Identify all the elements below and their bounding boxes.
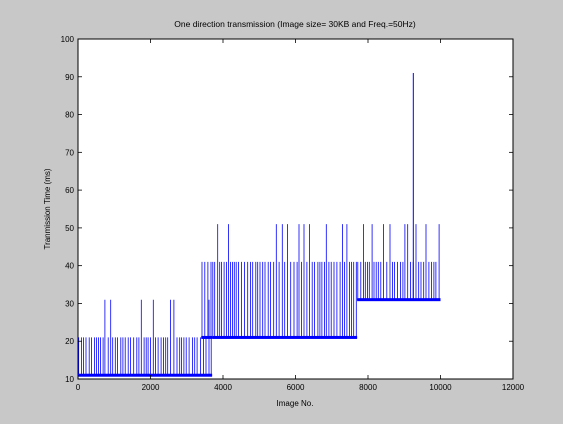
y-tick-label: 40 bbox=[65, 262, 74, 271]
x-tick-label: 10000 bbox=[429, 383, 452, 392]
x-tick-label: 2000 bbox=[142, 383, 160, 392]
series-layer bbox=[78, 73, 441, 377]
series-baseline-band bbox=[78, 373, 213, 377]
x-tick-label: 12000 bbox=[502, 383, 525, 392]
x-tick-label: 8000 bbox=[359, 383, 377, 392]
x-axis-label: Image No. bbox=[277, 399, 314, 408]
x-tick-label: 0 bbox=[76, 383, 81, 392]
y-tick-label: 30 bbox=[65, 299, 74, 308]
y-tick-label: 80 bbox=[65, 111, 74, 120]
series-baseline-band bbox=[212, 335, 358, 339]
y-tick-label: 20 bbox=[65, 337, 74, 346]
x-tick-label: 6000 bbox=[287, 383, 305, 392]
chart-title: One direction transmission (Image size= … bbox=[174, 19, 416, 29]
series-baseline-band bbox=[357, 298, 441, 302]
y-tick-label: 100 bbox=[61, 35, 75, 44]
y-tick-label: 60 bbox=[65, 186, 74, 195]
y-tick-label: 70 bbox=[65, 148, 74, 157]
y-tick-label: 10 bbox=[65, 375, 74, 384]
y-axis-label: Tranmission Time (ms) bbox=[43, 168, 52, 249]
series-baseline-band bbox=[201, 335, 213, 339]
ticks-layer: 0 2000 4000 6000 8000 10000 12000 10 20 30 40 50 60 7… bbox=[61, 35, 525, 392]
plot-area bbox=[77, 38, 514, 380]
y-tick-label: 90 bbox=[65, 73, 74, 82]
y-tick-label: 50 bbox=[65, 224, 74, 233]
x-tick-label: 4000 bbox=[214, 383, 232, 392]
